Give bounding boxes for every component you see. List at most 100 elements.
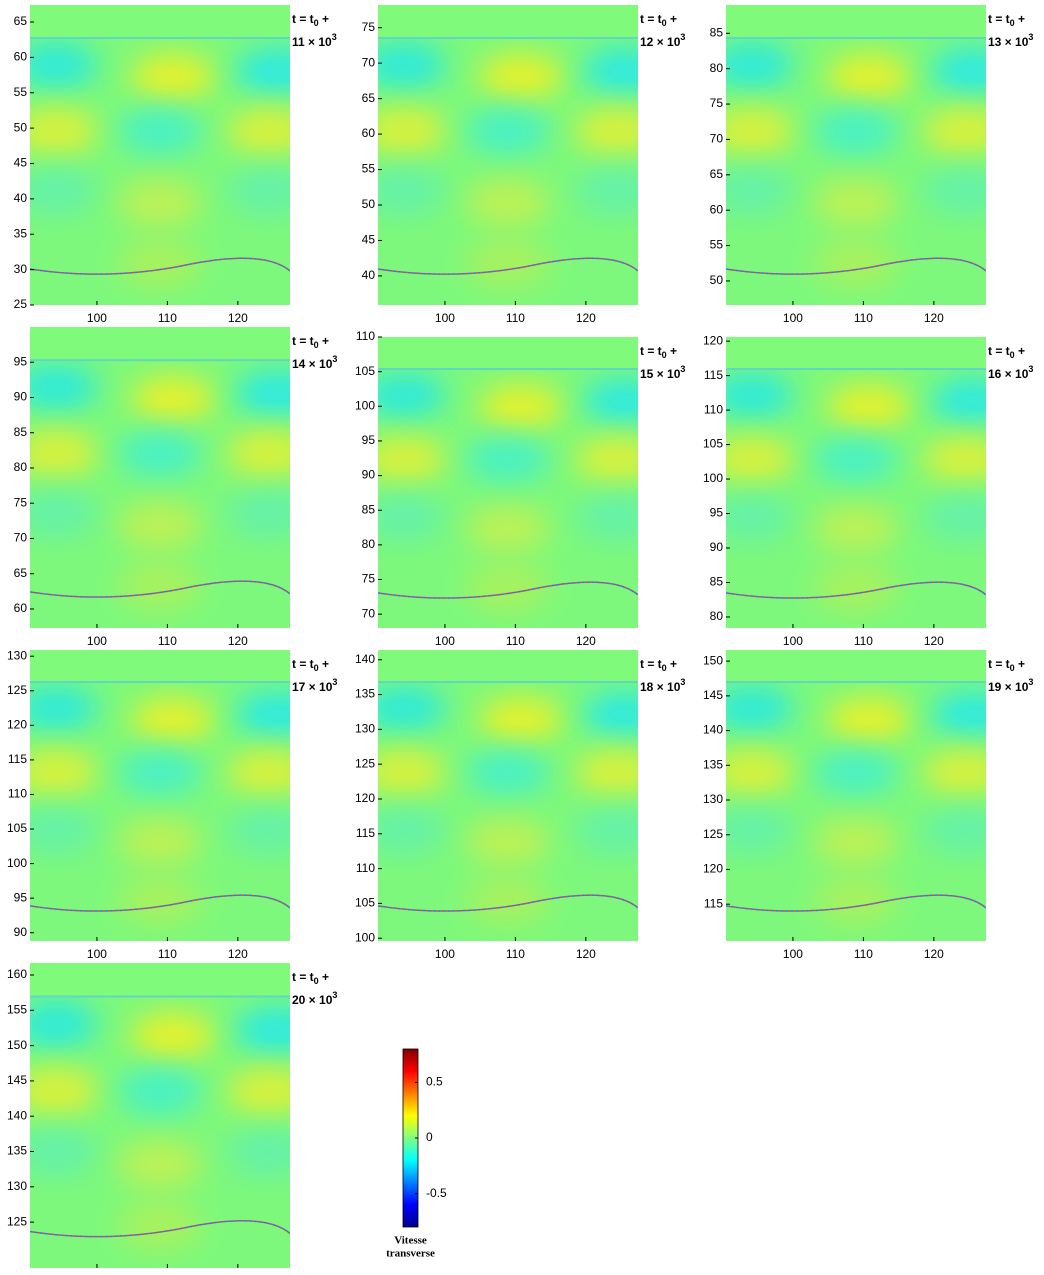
time-label: t = t0 +	[292, 657, 329, 673]
time-plus: +	[319, 970, 329, 984]
y-tick-label: 90	[362, 468, 376, 482]
field-blob	[583, 47, 638, 95]
field-blob	[466, 107, 550, 155]
field-blob	[378, 684, 446, 732]
y-tick-label: 25	[14, 297, 28, 311]
time-label: t = t0 +	[640, 344, 677, 360]
time-factor: 13 × 103	[988, 32, 1033, 49]
field-blob	[118, 429, 202, 478]
y-tick-label: 135	[355, 687, 375, 701]
time-factor: 14 × 103	[292, 354, 337, 371]
y-tick-label: 115	[704, 896, 723, 910]
time-plus: +	[319, 334, 329, 348]
time-sub: 0	[314, 663, 319, 673]
time-sub: 0	[314, 18, 319, 28]
interface-line	[378, 581, 638, 599]
time-base: 12 × 10	[640, 35, 681, 49]
field-blob	[466, 876, 550, 924]
y-tick-label: 135	[703, 757, 723, 771]
time-base: 13 × 10	[988, 35, 1029, 49]
time-prefix: t = t	[988, 12, 1010, 26]
y-tick-label: 80	[14, 460, 28, 474]
field-blob	[583, 690, 638, 738]
x-tick-label: 120	[576, 311, 596, 325]
interface-line	[30, 580, 290, 598]
field-blob	[814, 748, 898, 796]
field-blob	[30, 1066, 98, 1116]
x-tick-label: 110	[854, 947, 873, 961]
y-tick-label: 50	[710, 273, 724, 287]
x-tick-label: 110	[158, 947, 177, 961]
colorbar-title: transverse	[386, 1248, 435, 1260]
field-blob	[726, 107, 794, 155]
surface-layer	[378, 5, 638, 38]
y-tick-label: 40	[14, 191, 28, 205]
field-blob	[235, 1005, 290, 1055]
field-blob	[235, 690, 290, 738]
x-tick-label: 110	[158, 311, 177, 325]
field-blob	[235, 369, 290, 418]
x-tick-label: 110	[854, 311, 873, 325]
time-sub: 0	[662, 663, 667, 673]
field-blob	[118, 818, 202, 866]
interface-line	[378, 894, 638, 912]
time-base: 17 × 10	[292, 680, 333, 694]
y-tick-label: 100	[703, 471, 723, 485]
field-blob	[466, 818, 550, 866]
y-tick-label: 85	[710, 25, 724, 39]
x-tick-label: 100	[87, 947, 107, 961]
time-base: 16 × 10	[988, 367, 1029, 381]
field-blob	[466, 748, 550, 796]
y-tick-label: 140	[703, 723, 723, 737]
y-tick-label: 70	[710, 132, 724, 146]
field-blob	[931, 377, 986, 425]
time-prefix: t = t	[640, 12, 662, 26]
field-blob	[118, 876, 202, 924]
field-blob	[131, 375, 215, 424]
panel: 80 85 90 95 100 105 110 115 120 100 110 120 t = t0 +…	[703, 333, 1033, 648]
x-tick-label: 100	[87, 634, 107, 648]
field-blob	[227, 1066, 290, 1116]
field-blob	[378, 494, 446, 541]
y-tick-label: 85	[710, 575, 724, 589]
time-sub: 0	[314, 340, 319, 350]
y-tick-label: 125	[703, 827, 723, 841]
interface-line	[378, 257, 638, 275]
y-tick-label: 120	[703, 862, 723, 876]
field-blob	[726, 807, 794, 854]
time-label: t = t0 +	[640, 12, 677, 28]
field-blob	[726, 371, 794, 419]
y-tick-label: 140	[355, 652, 375, 666]
field-blob	[479, 696, 563, 744]
field-blob	[575, 494, 638, 541]
y-tick-label: 85	[362, 502, 376, 516]
field-blob	[30, 41, 98, 89]
panel: 100 105 110 115 120 125 130 135 140 100 110 120 t = …	[355, 650, 685, 961]
field-blob	[235, 47, 290, 95]
time-base: 18 × 10	[640, 680, 681, 694]
field-blob	[30, 489, 98, 538]
field-blob	[575, 167, 638, 215]
y-tick-label: 90	[14, 925, 28, 939]
y-tick-label: 40	[362, 268, 376, 282]
interface-line	[726, 581, 986, 599]
y-tick-label: 75	[710, 96, 724, 110]
field-blob	[227, 748, 290, 796]
y-tick-label: 55	[362, 162, 376, 176]
y-tick-label: 125	[355, 756, 375, 770]
time-factor: 11 × 103	[292, 32, 337, 49]
field	[726, 650, 986, 941]
field-blob	[30, 107, 98, 155]
x-tick-label: 100	[435, 947, 455, 961]
interface-line	[726, 257, 986, 275]
field-blob	[131, 696, 215, 744]
y-tick-label: 130	[7, 648, 27, 662]
time-factor: 17 × 103	[292, 677, 337, 694]
field-blob	[479, 383, 563, 431]
time-label: t = t0 +	[988, 12, 1025, 28]
field-blob	[726, 494, 794, 541]
interface-line	[30, 1220, 290, 1238]
